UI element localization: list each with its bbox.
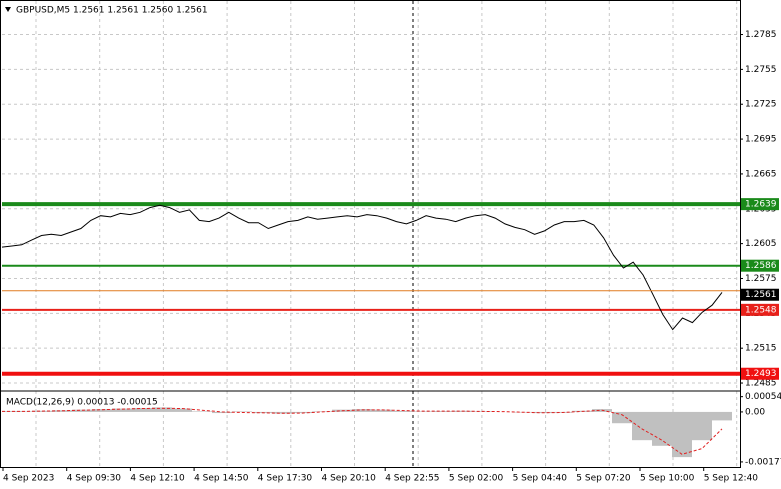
histogram-bar [92, 409, 112, 412]
price-line [1, 204, 723, 331]
level-label-bg [741, 367, 779, 380]
histogram-bar [412, 411, 432, 412]
level-label-bg [741, 303, 779, 316]
histogram-bar [172, 408, 192, 412]
x-tick-label: 4 Sep 20:10 [322, 474, 377, 484]
histogram-bar [132, 407, 152, 412]
histogram-bar [652, 411, 672, 446]
y-tick-label: -0.00177 [745, 457, 781, 467]
y-tick-label: 1.2755 [745, 65, 777, 75]
macd-title: MACD(12,26,9) 0.00013 -0.00015 [6, 398, 158, 408]
x-tick-label: 5 Sep 02:00 [449, 474, 504, 484]
x-tick-label: 4 Sep 14:50 [194, 474, 249, 484]
level-label: 1.2548 [745, 305, 777, 315]
histogram-bar [72, 409, 92, 412]
y-tick-label: 0.00 [745, 407, 765, 417]
histogram-bar [712, 411, 732, 421]
menu-triangle [5, 7, 11, 12]
level-label-bg [741, 198, 779, 211]
x-tick-label: 5 Sep 10:00 [640, 474, 695, 484]
histogram-bar [32, 410, 52, 412]
y-tick-label: 1.2575 [745, 274, 777, 284]
y-tick-label: 1.2515 [745, 344, 777, 354]
histogram-bar [352, 409, 372, 412]
x-tick-label: 5 Sep 12:40 [704, 474, 759, 484]
x-tick-label: 4 Sep 22:55 [385, 474, 439, 484]
histogram-bar [192, 411, 212, 412]
histogram-bar [372, 409, 392, 412]
x-tick-label: 5 Sep 07:20 [576, 474, 631, 484]
plot-frame [0, 0, 741, 468]
histogram-bar [632, 411, 652, 441]
y-tick-label: 1.2725 [745, 100, 777, 110]
y-tick-label: 1.2785 [745, 30, 777, 40]
y-tick-label: 1.2665 [745, 169, 777, 179]
histogram-bar [112, 408, 132, 412]
x-tick-label: 4 Sep 09:30 [67, 474, 122, 484]
histogram-bar [272, 411, 292, 414]
histogram-bar [392, 410, 412, 412]
x-tick-label: 4 Sep 17:30 [258, 474, 313, 484]
histogram-bar [212, 411, 232, 414]
x-tick-label: 4 Sep 2023 [3, 474, 54, 484]
level-label: 1.2493 [745, 369, 777, 379]
current-price-bg [741, 288, 779, 301]
level-label: 1.2639 [745, 200, 777, 210]
x-tick-label: 5 Sep 04:40 [513, 474, 568, 484]
histogram-bar [672, 411, 692, 458]
histogram-bar [612, 411, 632, 424]
x-tick-label: 4 Sep 12:10 [130, 474, 185, 484]
y-tick-label: 0.00054 [745, 392, 781, 402]
current-price-label: 1.2561 [745, 290, 777, 300]
histogram-bar [292, 411, 312, 414]
y-tick-label: 1.2485 [745, 379, 777, 389]
chart-title: GBPUSD,M5 1.2561 1.2561 1.2560 1.2561 [16, 6, 208, 16]
y-tick-label: 1.2605 [745, 239, 777, 249]
histogram-bar [152, 407, 172, 412]
level-label: 1.2586 [745, 261, 777, 271]
level-label-bg [741, 259, 779, 272]
signal-line [2, 407, 723, 455]
histogram-bar [232, 411, 252, 412]
histogram-bar [12, 411, 32, 412]
histogram-bar [692, 411, 712, 441]
y-tick-label: 1.2695 [745, 135, 777, 145]
